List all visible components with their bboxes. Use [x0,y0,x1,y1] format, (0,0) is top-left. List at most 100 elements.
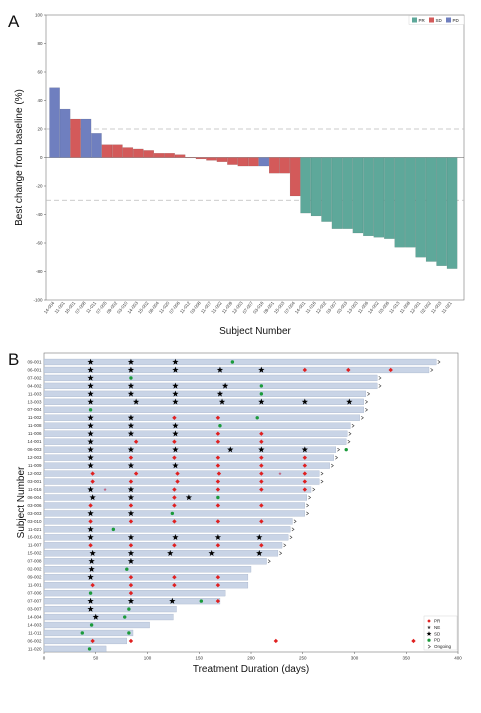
sd-marker [169,597,176,604]
bar [153,153,165,158]
pr-marker [172,519,177,524]
legend-label: SD [434,631,441,636]
x-tick-label: 11-021 [441,300,454,314]
subject-bar [43,430,348,437]
sd-marker [87,446,94,453]
pr-marker [90,582,95,588]
sd-marker [87,382,94,389]
y-tick-label: 100 [35,13,43,18]
x-tick-label: 150 [195,656,203,661]
pr-marker [215,455,221,460]
pd-marker [230,360,235,364]
y-tick-label: 11-021 [28,527,42,532]
sd-marker [167,549,174,556]
ongoing-arrow [365,400,369,404]
pd-marker [125,567,129,571]
y-tick-label: -40 [36,212,43,217]
ongoing-arrow [330,463,334,468]
sd-marker [87,486,94,493]
pr-marker [302,367,308,373]
sd-marker [172,398,179,405]
pr-marker [215,574,221,580]
pr-marker [302,463,308,468]
sd-marker [208,549,215,556]
subject-bar [43,629,134,637]
sd-marker [216,390,224,397]
sd-marker [256,534,263,541]
pr-marker [215,519,221,524]
y-tick-label: 11-008 [28,423,42,428]
y-tick-label: 06-004 [27,495,42,500]
ongoing-arrow [289,535,293,540]
pr-marker [346,367,351,373]
sd-marker [172,462,179,469]
pd-marker [127,631,131,635]
bar [363,157,374,237]
pd-marker [259,392,264,396]
y-tick-label: 03-006 [27,503,42,508]
x-tick-label: 400 [454,656,462,661]
legend-label: Ongoing [434,644,452,649]
subject-bar [43,550,279,557]
pd-marker [170,511,175,516]
ongoing-arrow [378,376,382,380]
sd-marker [87,526,94,533]
sd-marker [89,494,96,501]
legend-label: PD [434,638,441,643]
x-axis-label: Treatment Duration (days) [193,664,309,675]
x-tick-label: 350 [402,656,410,661]
subject-bar [43,534,289,541]
sd-marker [214,534,222,541]
subject-bar [43,645,107,653]
x-tick-label: 0 [43,656,46,661]
sd-marker [258,366,265,373]
bar [415,157,426,258]
y-tick-label: -100 [33,298,43,303]
pr-marker [128,638,134,644]
pr-marker [259,455,264,460]
ongoing-arrow [430,368,434,372]
pr-marker [172,582,177,588]
x-tick-label: 300 [351,656,359,661]
pr-marker [259,471,264,476]
sd-marker [127,366,135,373]
panel-b-label: B [8,350,19,369]
subject-bar [43,374,378,382]
y-tick-label: 11-001 [28,583,42,588]
pr-marker [172,415,177,420]
pd-marker [87,647,92,651]
y-tick-label: 11-002 [28,415,42,420]
pr-marker [215,479,221,484]
sd-marker [87,573,94,580]
y-tick-label: 07-004 [27,407,42,412]
y-axis-label: Subject Number [16,466,27,538]
pd-marker [255,416,259,420]
sd-marker [92,613,99,620]
ongoing-arrow [293,519,297,524]
pr-marker [215,543,221,548]
sd-marker [127,462,135,469]
sd-marker [185,494,193,501]
subject-bar [43,470,320,477]
pr-marker [172,495,177,500]
pr-marker [215,431,221,436]
pr-marker [172,574,177,580]
pr-marker [302,479,308,484]
sd-marker [172,534,179,541]
sd-marker [172,366,179,373]
pr-marker [88,543,93,548]
ongoing-arrow [347,439,351,444]
pd-marker [88,408,93,412]
ongoing-arrow [291,527,295,532]
sd-marker [87,454,94,461]
pr-marker [259,463,264,468]
pr-marker [172,543,177,548]
sd-marker [258,446,265,453]
ongoing-arrow [378,384,382,388]
bar [91,133,102,158]
pr-marker [215,439,221,444]
ongoing-arrow [320,479,324,484]
pr-marker [128,455,134,460]
y-tick-label: 40 [37,98,43,103]
x-tick-label: 200 [247,656,255,661]
